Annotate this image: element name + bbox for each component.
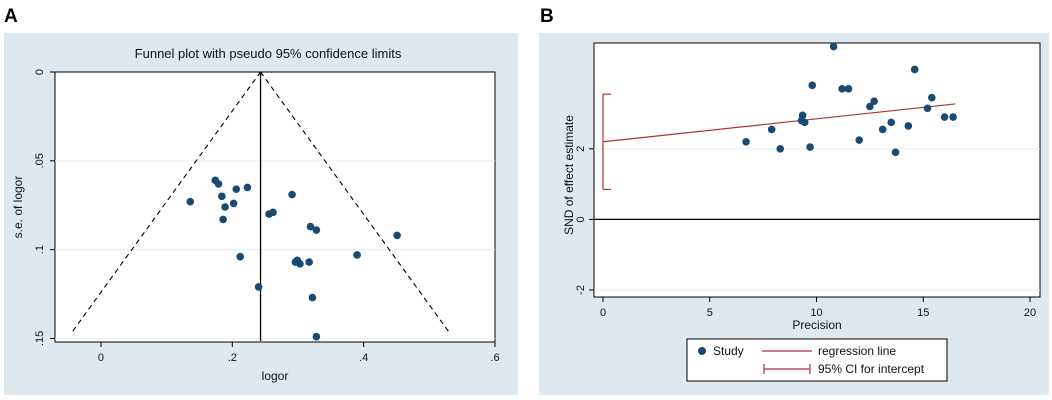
panel-a-point [308,293,317,302]
panel-b-gridlines [594,148,1040,291]
panel-a: A Funnel plot with pseudo 95% confidence… [4,6,518,395]
panel-b-point [870,97,878,106]
panel-a-point [221,203,229,211]
panel-a-xtick-label: 0 [98,352,104,364]
panel-a-point [254,283,263,291]
panel-b-point [904,122,913,130]
legend-regression-label: regression line [818,344,896,358]
panel-a-point [288,190,296,199]
panel-a-point [186,197,195,206]
panel-b-point [891,148,900,157]
panel-a-xtick-label: .4 [359,352,368,364]
panel-b-point [855,136,863,144]
panel-b-ylabel: SND of effect estimate [562,115,576,235]
panel-b-point [878,125,887,134]
panel-a-points [186,176,401,341]
panel-b-ytick-label: 0 [575,216,587,222]
panel-b: B -2 0 2 0 5 10 15 20 Precision SND of effect … [539,6,1049,395]
panel-b-legend: Study regression line 95% CI for interce… [686,338,948,382]
panel-b-point [742,137,750,146]
panel-b-point [949,113,957,121]
panel-a-point [296,260,304,268]
panel-b-ytick-label: -2 [575,285,587,295]
panel-b-xlabel: Precision [792,318,841,332]
panel-a-x-axis: 0 .2 .4 .6 [98,342,500,364]
panel-a-point [312,332,321,341]
panel-b-x-axis: 0 5 10 15 20 [600,297,1036,319]
panel-b-point [806,143,814,151]
panel-a-point [243,183,252,192]
panel-a-point [214,180,223,188]
panel-b-point [776,145,785,153]
panel-a-title: Funnel plot with pseudo 95% confidence l… [135,46,402,61]
panel-b-xtick-label: 0 [600,307,606,319]
panel-b-label: B [540,6,554,27]
panel-b-xtick-label: 20 [1024,307,1036,319]
panel-b-regression [602,103,956,143]
panel-b-point [829,42,838,51]
panel-a-ylabel: s.e. of logor [11,176,25,239]
panel-a-ytick-label: 0 [34,69,46,75]
panel-b-point [910,65,919,74]
panel-a-point [236,252,244,261]
panel-a-point [312,226,321,234]
panel-a-funnel [70,71,451,341]
regression-line [602,103,956,143]
panel-a-point [219,215,227,224]
panel-a-ytick-label: .1 [34,245,46,254]
panel-a-xlabel: logor [262,369,289,383]
panel-a-point [229,199,238,208]
panel-a-point [353,251,361,259]
panel-b-points [742,42,957,157]
panel-a-ytick-label: .15 [34,331,46,346]
panel-b-point [940,113,949,121]
panel-b-point [808,81,817,90]
panel-a-y-axis: 0 .05 .1 .15 [34,69,55,346]
panel-b-point [923,104,932,113]
panel-a-point [305,258,313,266]
panel-b-xtick-label: 15 [917,307,929,319]
panel-a-xtick-label: .2 [228,352,237,364]
panel-b-point [767,125,776,134]
legend-ci-swatch [763,364,811,374]
panel-a-xtick-label: .6 [490,352,499,364]
panel-b-xtick-label: 10 [810,307,822,319]
panel-b-point [798,111,807,120]
panel-b-point [800,118,809,127]
panel-a-point [306,222,315,231]
panel-b-point [887,118,896,127]
panel-a-point [218,192,226,201]
panel-b-point [866,102,874,111]
panel-a-point [393,231,401,240]
panel-a-gridlines [55,160,495,339]
legend-ci-label: 95% CI for intercept [818,362,925,376]
legend-study-label: Study [713,344,744,358]
panel-a-plot-area [54,71,496,343]
panel-b-xtick-label: 5 [707,307,713,319]
panel-a-point [232,185,241,194]
panel-a-label: A [4,6,18,27]
panel-b-plot-area [593,42,1041,298]
panel-b-ytick-label: 2 [575,146,587,152]
panel-a-ytick-label: .05 [34,153,46,168]
legend-box [686,338,948,382]
legend-study-marker [698,347,706,355]
panel-b-y-axis: -2 0 2 [575,146,594,295]
panel-a-point [269,208,277,217]
panel-b-point [927,93,936,102]
panel-b-point [838,85,846,93]
panel-b-point [844,85,853,93]
